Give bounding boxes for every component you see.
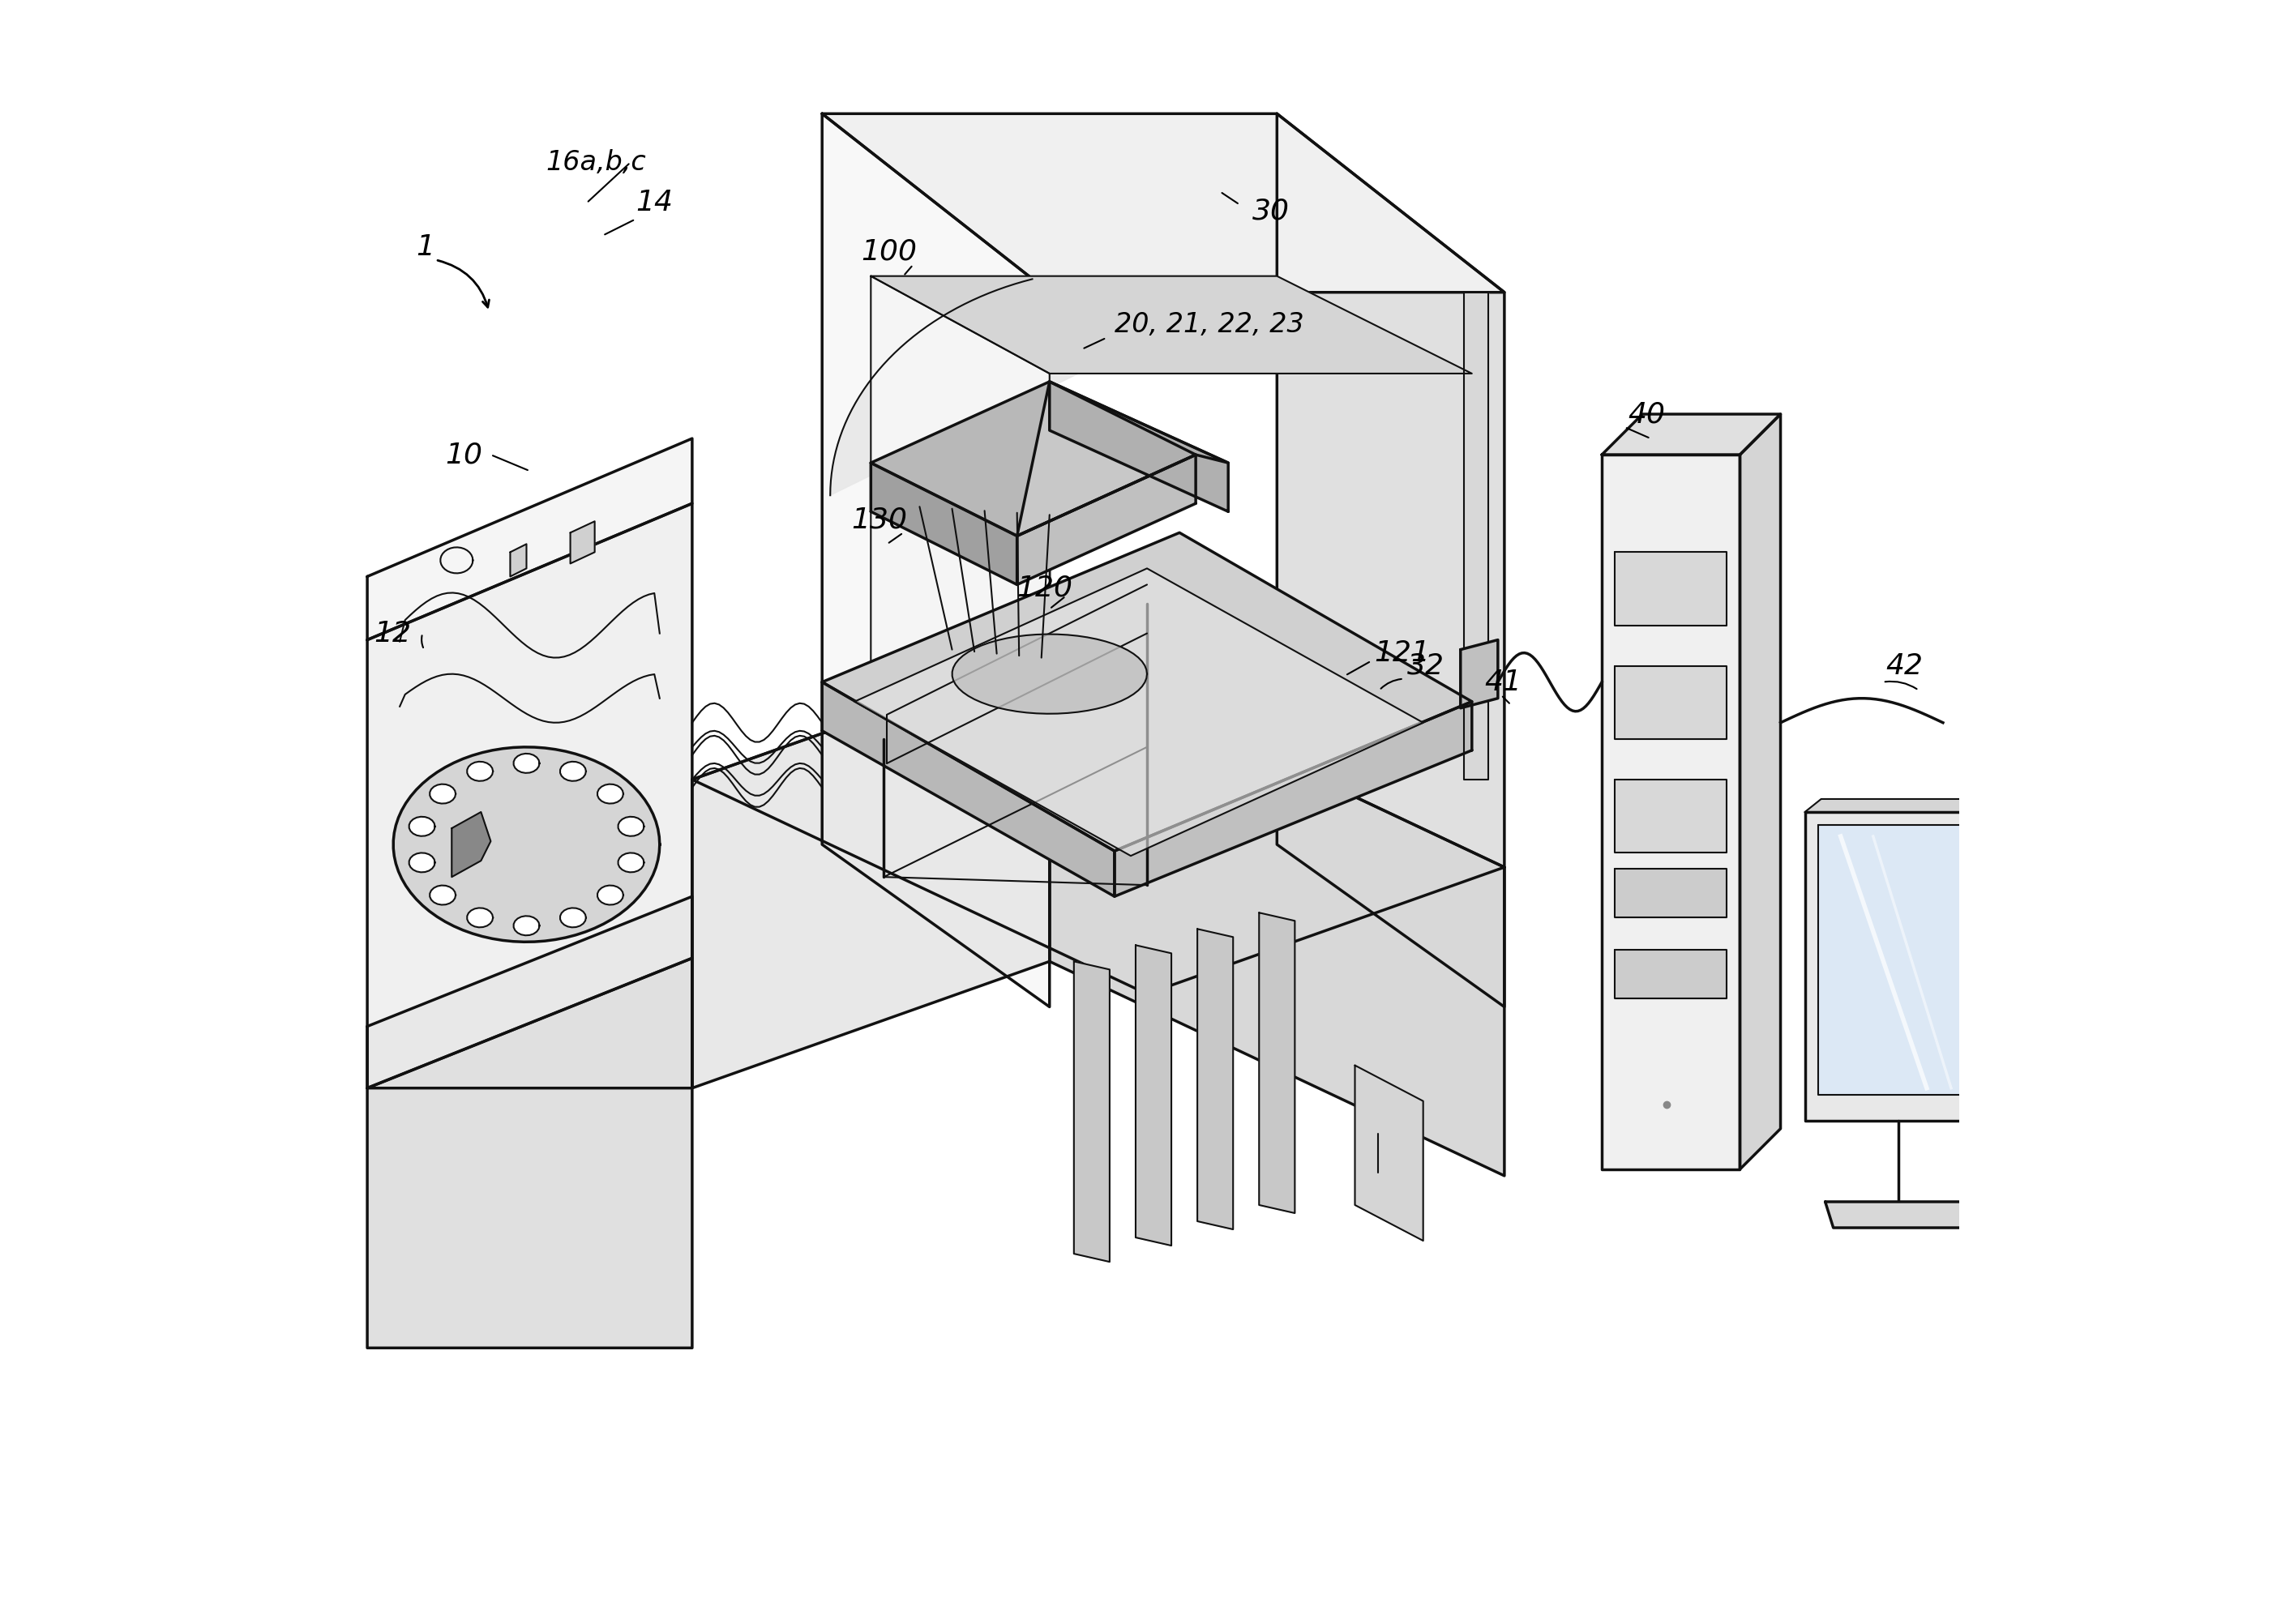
Polygon shape xyxy=(514,754,539,773)
Polygon shape xyxy=(1615,950,1727,999)
Polygon shape xyxy=(468,908,493,927)
Polygon shape xyxy=(560,908,585,927)
Polygon shape xyxy=(429,885,457,905)
Text: 40: 40 xyxy=(1629,401,1665,427)
Polygon shape xyxy=(367,896,693,1088)
Polygon shape xyxy=(596,885,624,905)
Polygon shape xyxy=(1016,382,1227,536)
Polygon shape xyxy=(509,544,525,577)
Text: 20, 21, 22, 23: 20, 21, 22, 23 xyxy=(1115,312,1303,338)
Polygon shape xyxy=(571,521,594,564)
Polygon shape xyxy=(856,568,1422,856)
Polygon shape xyxy=(693,653,1505,994)
Polygon shape xyxy=(1991,799,2007,1121)
Text: 121: 121 xyxy=(1374,640,1431,666)
Polygon shape xyxy=(468,762,493,781)
Polygon shape xyxy=(514,916,539,935)
Polygon shape xyxy=(821,533,1473,851)
Polygon shape xyxy=(1805,812,1991,1121)
Polygon shape xyxy=(1136,945,1172,1246)
Text: 12: 12 xyxy=(374,620,411,646)
Polygon shape xyxy=(1826,1202,1971,1228)
Text: 32: 32 xyxy=(1406,653,1445,679)
Polygon shape xyxy=(830,276,1278,495)
Text: 14: 14 xyxy=(635,190,672,216)
Polygon shape xyxy=(1461,640,1498,708)
FancyArrowPatch shape xyxy=(438,260,489,307)
Polygon shape xyxy=(408,817,436,836)
Polygon shape xyxy=(872,276,1051,715)
Polygon shape xyxy=(429,784,457,804)
Polygon shape xyxy=(693,653,1051,1088)
Polygon shape xyxy=(1051,653,1505,1176)
Polygon shape xyxy=(952,635,1147,713)
Polygon shape xyxy=(596,784,624,804)
Polygon shape xyxy=(560,762,585,781)
Polygon shape xyxy=(392,747,661,942)
Polygon shape xyxy=(617,817,645,836)
Polygon shape xyxy=(367,503,693,1088)
Polygon shape xyxy=(1739,414,1780,1169)
Text: 1: 1 xyxy=(415,234,434,260)
Text: 10: 10 xyxy=(445,442,482,468)
Text: 16a,b,c: 16a,b,c xyxy=(546,149,647,175)
Polygon shape xyxy=(872,382,1195,536)
Polygon shape xyxy=(408,853,436,872)
Text: 120: 120 xyxy=(1016,575,1074,601)
Polygon shape xyxy=(1051,382,1227,512)
Polygon shape xyxy=(1464,292,1489,780)
Polygon shape xyxy=(1615,869,1727,918)
Polygon shape xyxy=(1805,799,2007,812)
Polygon shape xyxy=(367,438,693,640)
Polygon shape xyxy=(1259,913,1294,1213)
Text: 130: 130 xyxy=(851,507,908,533)
Polygon shape xyxy=(1615,552,1727,625)
Polygon shape xyxy=(617,853,645,872)
Polygon shape xyxy=(872,463,1016,585)
Polygon shape xyxy=(367,958,693,1348)
Text: 30: 30 xyxy=(1253,198,1289,224)
Polygon shape xyxy=(1115,702,1473,896)
Polygon shape xyxy=(1601,455,1739,1169)
Text: 42: 42 xyxy=(1886,653,1922,679)
Polygon shape xyxy=(1197,929,1234,1229)
Polygon shape xyxy=(821,114,1505,292)
Polygon shape xyxy=(821,682,1115,896)
Polygon shape xyxy=(821,114,1051,1007)
Polygon shape xyxy=(1356,1065,1422,1241)
Polygon shape xyxy=(1817,825,1980,1095)
Polygon shape xyxy=(452,812,491,877)
Polygon shape xyxy=(872,276,1473,374)
Polygon shape xyxy=(1601,414,1780,455)
Polygon shape xyxy=(1615,666,1727,739)
Polygon shape xyxy=(1016,455,1195,585)
Text: 100: 100 xyxy=(860,239,918,265)
Text: 41: 41 xyxy=(1484,669,1523,695)
Polygon shape xyxy=(1074,961,1110,1262)
Polygon shape xyxy=(1278,114,1505,1007)
Polygon shape xyxy=(1615,780,1727,853)
